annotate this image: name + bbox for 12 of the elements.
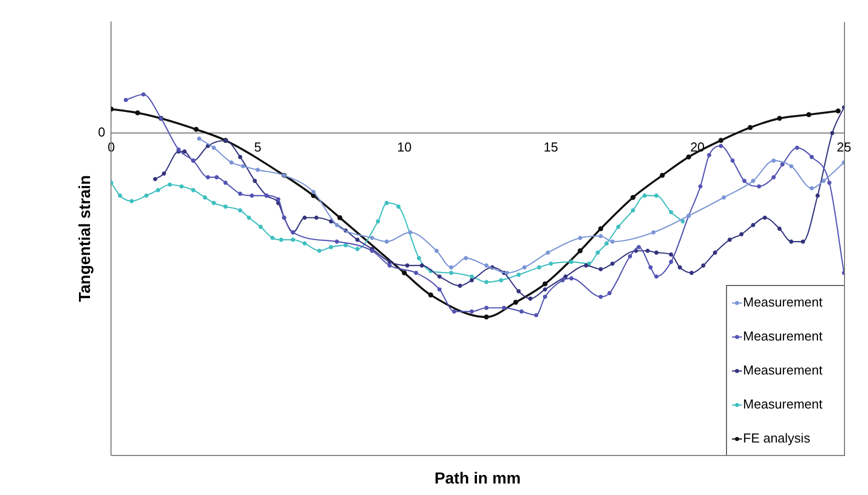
legend-label: Measurement: [743, 362, 823, 378]
x-tick-label: 15: [544, 139, 558, 154]
y-axis-title: Tangential strain: [77, 175, 94, 302]
legend-label: Measurement: [743, 396, 823, 412]
text: Path in mm: [434, 470, 521, 488]
text: 0: [98, 124, 106, 140]
legend-label: Measurement: [743, 328, 823, 344]
x-tick-label: 5: [254, 139, 262, 154]
x-tick-label: 25: [836, 139, 852, 154]
legend-label: FE analysis: [743, 430, 811, 446]
legend-label: Measurement: [743, 294, 823, 310]
x-tick-label: 10: [397, 139, 412, 154]
